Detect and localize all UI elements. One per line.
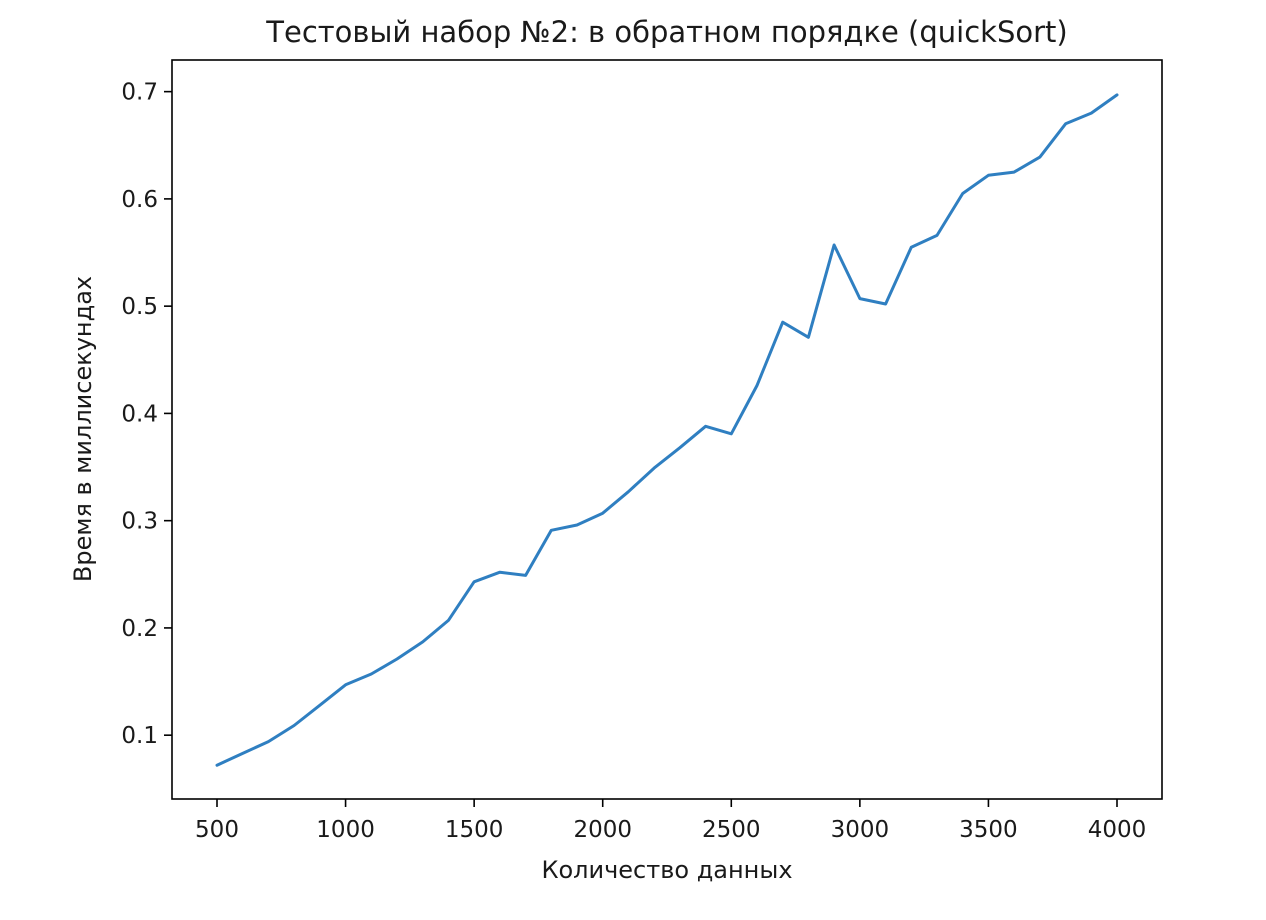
x-tick-label: 1500 — [445, 817, 504, 843]
x-tick-label: 3000 — [831, 817, 890, 843]
plot-frame — [171, 59, 1163, 800]
y-tick-label: 0.7 — [121, 80, 158, 106]
y-tick-label: 0.6 — [121, 187, 158, 213]
x-tick-label: 4000 — [1088, 817, 1147, 843]
y-axis: 0.1 0.2 0.3 0.4 0.5 0.6 0.7 — [121, 80, 172, 749]
y-tick-label: 0.4 — [121, 401, 158, 427]
x-tick-label: 2500 — [702, 817, 761, 843]
y-tick-label: 0.2 — [121, 616, 158, 642]
x-tick-label: 1000 — [316, 817, 375, 843]
x-tick-label: 500 — [195, 817, 239, 843]
chart-title: Тестовый набор №2: в обратном порядке (q… — [265, 15, 1067, 49]
x-axis-label: Количество данных — [541, 856, 792, 884]
x-axis: 500 1000 1500 2000 2500 3000 3500 4000 — [195, 799, 1146, 843]
x-tick-label: 3500 — [959, 817, 1018, 843]
y-tick-label: 0.1 — [121, 723, 158, 749]
plot-area: 500 1000 1500 2000 2500 3000 3500 4000 0.10.20.… — [121, 59, 1163, 843]
y-axis-label: Время в миллисекундах — [69, 276, 97, 582]
series-group — [215, 93, 1119, 767]
y-tick-label: 0.5 — [121, 294, 158, 320]
series-line — [215, 93, 1119, 767]
x-tick-label: 2000 — [573, 817, 632, 843]
y-tick-label: 0.3 — [121, 509, 158, 535]
